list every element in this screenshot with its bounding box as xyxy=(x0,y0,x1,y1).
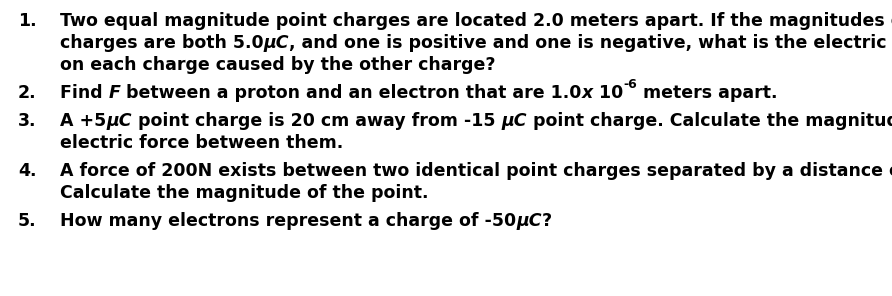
Text: Two equal magnitude point charges are located 2.0 meters apart. If the magnitude: Two equal magnitude point charges are lo… xyxy=(60,12,892,30)
Text: -6: -6 xyxy=(624,78,637,91)
Text: meters apart.: meters apart. xyxy=(637,84,778,102)
Text: ?: ? xyxy=(541,212,552,230)
Text: μC: μC xyxy=(516,212,541,230)
Text: 5.: 5. xyxy=(18,212,37,230)
Text: 1.: 1. xyxy=(18,12,37,30)
Text: 2.: 2. xyxy=(18,84,37,102)
Text: 3.: 3. xyxy=(18,112,37,130)
Text: x: x xyxy=(582,84,593,102)
Text: A +5: A +5 xyxy=(60,112,106,130)
Text: How many electrons represent a charge of -50: How many electrons represent a charge of… xyxy=(60,212,516,230)
Text: point charge. Calculate the magnitude of the: point charge. Calculate the magnitude of… xyxy=(527,112,892,130)
Text: point charge is 20 cm away from -15: point charge is 20 cm away from -15 xyxy=(132,112,501,130)
Text: between a proton and an electron that are 1.0: between a proton and an electron that ar… xyxy=(120,84,582,102)
Text: Calculate the magnitude of the point.: Calculate the magnitude of the point. xyxy=(60,184,428,202)
Text: μC: μC xyxy=(264,34,289,52)
Text: F: F xyxy=(109,84,120,102)
Text: μC: μC xyxy=(106,112,132,130)
Text: A force of 200N exists between two identical point charges separated by a distan: A force of 200N exists between two ident… xyxy=(60,162,892,180)
Text: charges are both 5.0: charges are both 5.0 xyxy=(60,34,264,52)
Text: , and one is positive and one is negative, what is the electric force act: , and one is positive and one is negativ… xyxy=(289,34,892,52)
Text: 10: 10 xyxy=(593,84,624,102)
Text: Find: Find xyxy=(60,84,109,102)
Text: 4.: 4. xyxy=(18,162,37,180)
Text: on each charge caused by the other charge?: on each charge caused by the other charg… xyxy=(60,56,495,74)
Text: μC: μC xyxy=(501,112,527,130)
Text: electric force between them.: electric force between them. xyxy=(60,134,343,152)
